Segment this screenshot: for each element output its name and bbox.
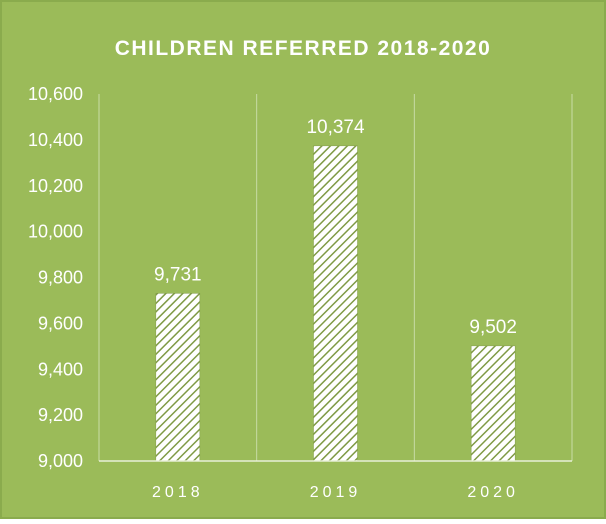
- y-tick-label: 9,800: [38, 268, 83, 288]
- bar-value-label: 10,374: [306, 117, 365, 138]
- bar: [313, 145, 358, 462]
- y-tick-label: 9,600: [38, 313, 83, 333]
- x-tick-label: 2019: [310, 484, 362, 501]
- y-tick-label: 10,400: [28, 130, 83, 150]
- x-tick-label: 2018: [152, 484, 204, 501]
- bar: [155, 293, 201, 462]
- bar-value-label: 9,731: [154, 264, 202, 285]
- y-tick-label: 10,000: [28, 222, 83, 242]
- bar-value-label: 9,502: [469, 317, 517, 338]
- bars: 9,731 10,374 9,502: [154, 117, 517, 462]
- y-axis: 9,000 9,200 9,400 9,600 9,800 10,000 10,200 10,…: [28, 84, 83, 471]
- y-tick-label: 10,200: [28, 176, 83, 196]
- grid-lines: [98, 94, 573, 461]
- y-tick-label: 10,600: [28, 84, 83, 104]
- y-tick-label: 9,200: [38, 405, 83, 425]
- chart-title: CHILDREN REFERRED 2018-2020: [115, 37, 492, 60]
- bar: [470, 345, 516, 462]
- y-tick-label: 9,000: [38, 451, 83, 471]
- y-tick-label: 9,400: [38, 359, 83, 379]
- x-tick-label: 2020: [467, 484, 519, 501]
- x-axis: 2018 2019 2020: [99, 460, 572, 501]
